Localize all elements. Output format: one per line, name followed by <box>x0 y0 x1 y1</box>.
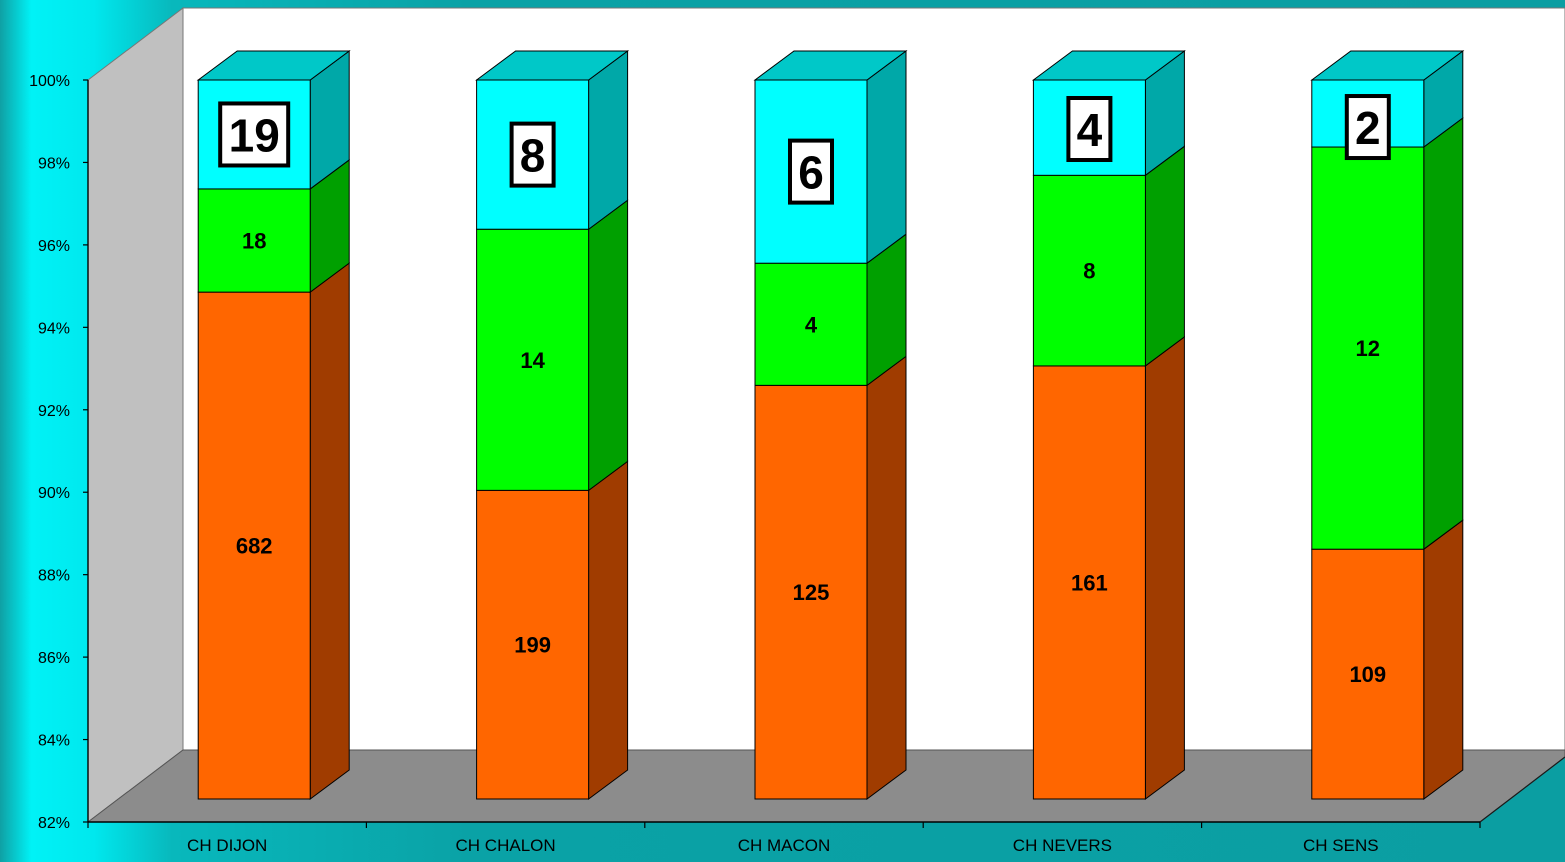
y-tick-label: 84% <box>38 733 70 750</box>
bar-top <box>1310 50 1465 81</box>
bar-segment <box>754 262 868 386</box>
bar-segment-side <box>1144 145 1185 367</box>
bar-top <box>475 50 630 81</box>
bar-segment <box>476 228 590 491</box>
x-tick-label: CH CHALON <box>456 836 556 855</box>
x-tick-label: CH MACON <box>738 836 831 855</box>
y-tick-label: 92% <box>38 403 70 420</box>
bar-segment <box>476 489 590 800</box>
data-label: 125 <box>793 580 830 605</box>
y-tick-label: 90% <box>38 485 70 502</box>
data-label: 161 <box>1071 570 1108 595</box>
data-label: 14 <box>520 348 545 373</box>
y-tick-label: 86% <box>38 650 70 667</box>
data-label: 682 <box>236 534 273 559</box>
data-label: 19 <box>229 109 280 161</box>
y-tick-label: 94% <box>38 320 70 337</box>
bar-segment <box>197 291 311 800</box>
y-tick-label: 100% <box>29 73 70 90</box>
data-label-box <box>509 121 556 188</box>
bar-segment-side <box>588 460 629 800</box>
y-tick-label: 96% <box>38 238 70 255</box>
data-label: 8 <box>520 130 546 182</box>
bar-segment <box>1311 146 1425 550</box>
bar-segment-side <box>866 50 907 265</box>
data-label-box <box>1066 96 1113 162</box>
y-tick-label: 82% <box>38 815 70 832</box>
bar-segment-side <box>309 262 350 800</box>
bar-stack: 682 18 19 <box>196 50 351 800</box>
floor-edge <box>1479 756 1565 823</box>
data-label: 2 <box>1355 102 1381 154</box>
bar-stack: 199 14 8 <box>475 50 630 800</box>
bar-stack: 125 4 6 <box>753 50 908 800</box>
bar-top <box>1031 50 1186 81</box>
bar-segment <box>197 188 311 293</box>
x-tick-label: CH DIJON <box>187 836 267 855</box>
data-label: 4 <box>1077 104 1103 156</box>
y-tick-label: 88% <box>38 568 70 585</box>
data-label-box <box>218 101 291 168</box>
bar-stack: 109 12 2 <box>1310 50 1465 800</box>
bar-segment-side <box>1144 335 1185 800</box>
x-tick-label: CH NEVERS <box>1013 836 1112 855</box>
data-label: 18 <box>242 229 266 254</box>
data-label: 199 <box>514 633 551 658</box>
data-label-box <box>788 138 834 205</box>
data-label-box <box>1344 94 1391 161</box>
bar-segment <box>1032 174 1146 367</box>
bar-segment-side <box>1423 117 1464 551</box>
bar-segment <box>754 384 868 800</box>
bar-segment-side <box>588 199 629 492</box>
data-label: 4 <box>805 312 818 337</box>
bar-segment-side <box>1423 519 1464 800</box>
data-label: 6 <box>798 147 824 199</box>
data-label: 8 <box>1083 259 1095 284</box>
bar-top <box>196 50 351 81</box>
data-label: 12 <box>1356 336 1380 361</box>
bar-top <box>753 50 908 81</box>
bar-segment <box>1032 365 1146 800</box>
bar-segment-side <box>588 50 629 231</box>
data-label: 109 <box>1349 662 1386 687</box>
bar-segment <box>1311 548 1425 800</box>
bar-stack: 161 8 4 <box>1031 50 1186 800</box>
x-tick-label: CH SENS <box>1303 836 1379 855</box>
y-tick-label: 98% <box>38 155 70 172</box>
bar-segment-side <box>866 355 907 800</box>
side-wall <box>87 6 184 824</box>
